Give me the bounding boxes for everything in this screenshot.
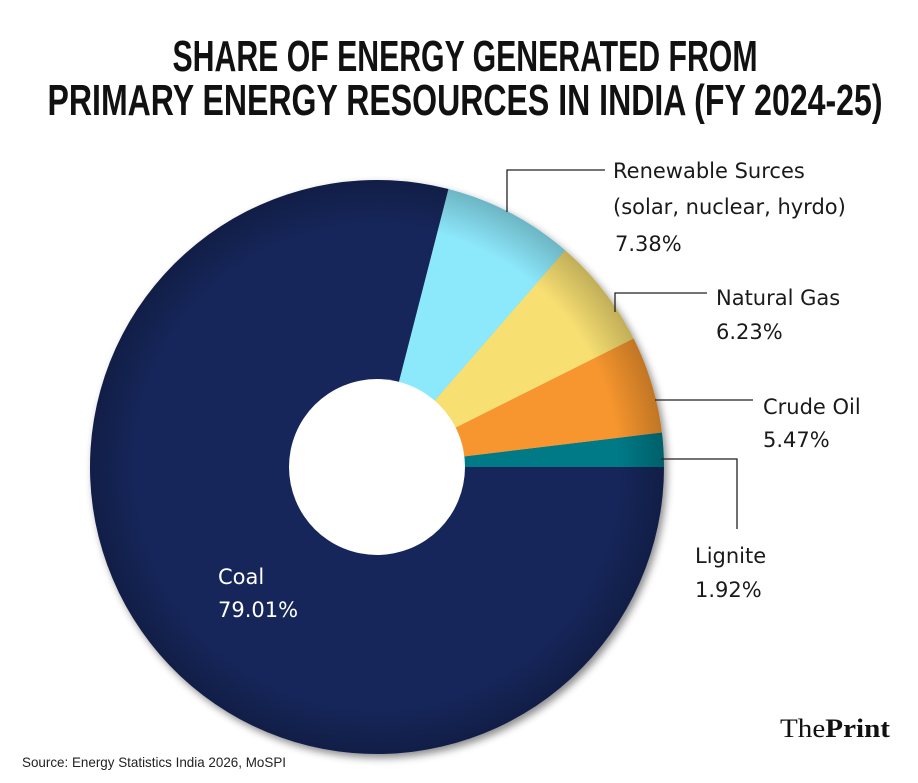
leader-renewable <box>506 169 605 212</box>
value-natural-gas: 6.23% <box>716 320 783 344</box>
theprint-logo: The Print <box>780 714 890 743</box>
logo-print: Print <box>825 714 890 743</box>
logo-the: The <box>780 714 825 743</box>
chart-title-line-1: SHARE OF ENERGY GENERATED FROM <box>173 32 758 81</box>
chart-title-line-2: PRIMARY ENERGY RESOURCES IN INDIA (FY 20… <box>48 76 883 125</box>
value-crude-oil: 5.47% <box>763 428 830 452</box>
label-lignite: Lignite <box>695 544 766 568</box>
value-lignite: 1.92% <box>695 578 762 602</box>
value-renewable: 7.38% <box>615 232 682 256</box>
label-renewable-line-1: Renewable Surces <box>613 159 805 183</box>
leader-natural-gas <box>614 292 707 312</box>
donut-hole <box>289 379 465 555</box>
label-coal: Coal <box>218 565 264 589</box>
label-natural-gas: Natural Gas <box>716 286 840 310</box>
value-coal: 79.01% <box>218 598 298 622</box>
label-crude-oil: Crude Oil <box>763 395 861 419</box>
label-renewable-line-2: (solar, nuclear, hyrdo) <box>613 195 846 219</box>
leader-lignite <box>661 458 738 529</box>
source-note: Source: Energy Statistics India 2026, Mo… <box>22 754 286 770</box>
